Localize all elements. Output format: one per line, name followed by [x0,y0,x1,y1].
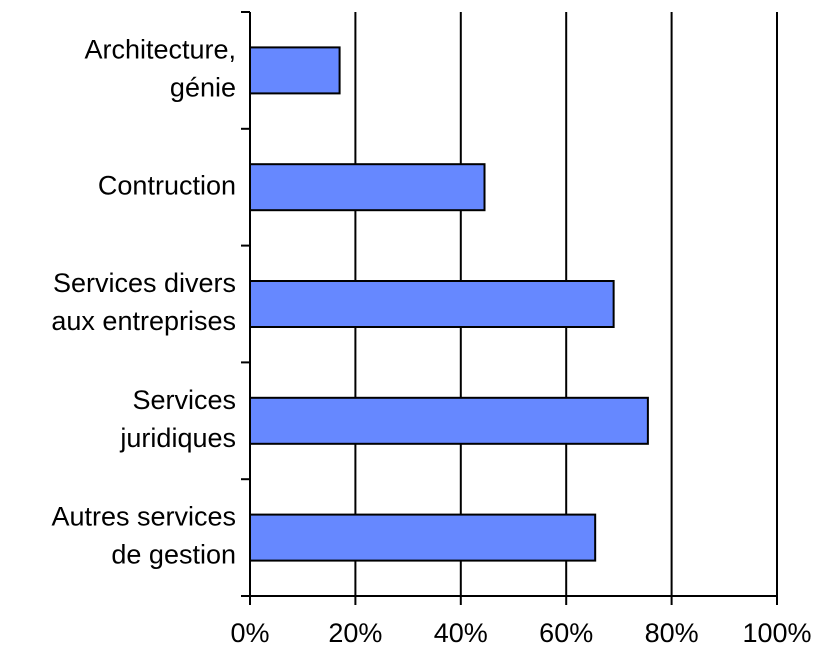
bar [249,280,615,328]
bar [249,513,597,562]
x-tick-label: 100% [742,618,811,648]
bar [249,46,341,95]
category-label-line: aux entreprises [51,306,236,336]
category-label-line: juridiques [119,423,236,453]
category-label-line: Architecture, [84,35,236,65]
x-tick-label: 20% [328,618,382,648]
x-tick-label: 60% [539,618,593,648]
axes [241,11,778,605]
category-label: Contruction [98,170,236,200]
category-label-line: Autres services [51,502,236,532]
bar [249,163,486,212]
category-label: Architecture, génie [84,35,236,103]
category-label: Services juridiques [119,385,236,453]
bar [249,396,649,445]
category-label-line: Services [132,385,236,415]
x-tick-label: 40% [434,618,488,648]
category-label-line: de gestion [111,540,236,570]
category-label-line: Contruction [98,170,236,200]
bars [249,46,649,562]
category-label-line: génie [170,73,236,103]
category-label: Services divers aux entreprises [51,268,236,336]
category-labels: Architecture, génie Contruction Services di… [51,35,236,570]
category-label: Autres services de gestion [51,502,236,570]
category-label-line: Services divers [53,268,236,298]
x-tick-label: 80% [645,618,699,648]
x-tick-labels: 0% 20% 40% 60% 80% 100% [230,618,811,648]
x-tick-label: 0% [230,618,269,648]
